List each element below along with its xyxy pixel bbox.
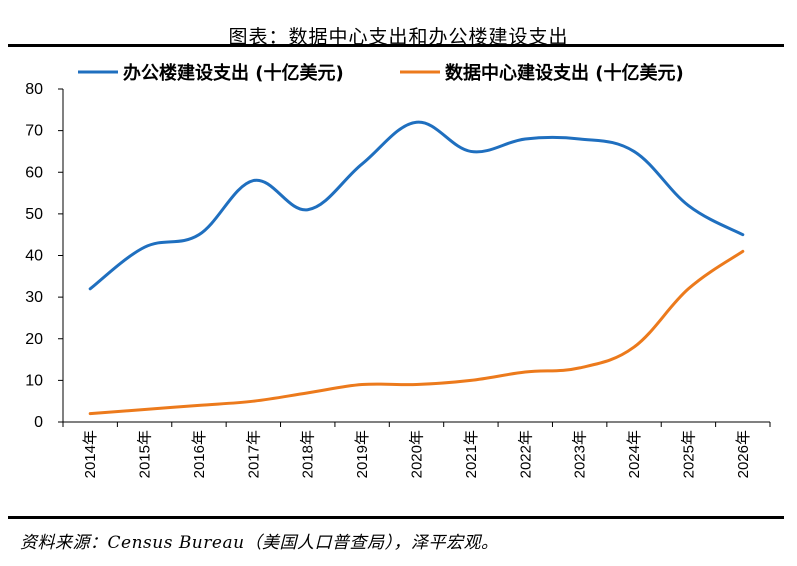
source-note: 资料来源：Census Bureau（美国人口普查局），泽平宏观。 [20,533,499,553]
legend-label-2: 数据中心建设支出 (十亿美元) [445,62,684,84]
x-tick-label: 2017年 [245,430,262,478]
x-tick-label: 2024年 [626,430,643,478]
y-tick-label: 20 [25,331,43,348]
axes: 0 10 20 30 40 50 60 70 80 2014年 2015年 2016年 2017年 201… [25,81,771,478]
y-tick-label: 40 [25,248,43,265]
y-tick-label: 30 [25,289,43,306]
x-tick-label: 2021年 [463,430,480,478]
y-tick-label: 70 [25,123,43,140]
legend-label-1: 办公楼建设支出 (十亿美元) [123,62,344,84]
top-rule [8,44,784,47]
y-tick-label: 50 [25,206,43,223]
y-tick-label: 0 [34,414,43,431]
legend: 办公楼建设支出 (十亿美元) 数据中心建设支出 (十亿美元) [78,62,684,84]
x-tick-label: 2016年 [191,430,208,478]
y-tick-label: 60 [25,164,43,181]
x-tick-label: 2026年 [735,430,752,478]
x-tick-label: 2020年 [409,430,426,478]
x-tick-label: 2018年 [300,430,317,478]
bottom-rule [8,516,784,519]
series-lines [88,120,745,416]
x-tick-label: 2022年 [517,430,534,478]
figure-title: 图表：数据中心支出和办公楼建设支出 [228,26,569,48]
y-tick-label: 80 [25,81,43,98]
series-line-1 [88,120,745,291]
x-tick-label: 2014年 [82,430,99,478]
x-tick-label: 2025年 [680,430,697,478]
x-tick-label: 2023年 [572,430,589,478]
x-tick-label: 2019年 [354,430,371,478]
y-tick-label: 10 [25,372,43,389]
series-line-2 [88,249,745,416]
x-tick-label: 2015年 [137,430,154,478]
